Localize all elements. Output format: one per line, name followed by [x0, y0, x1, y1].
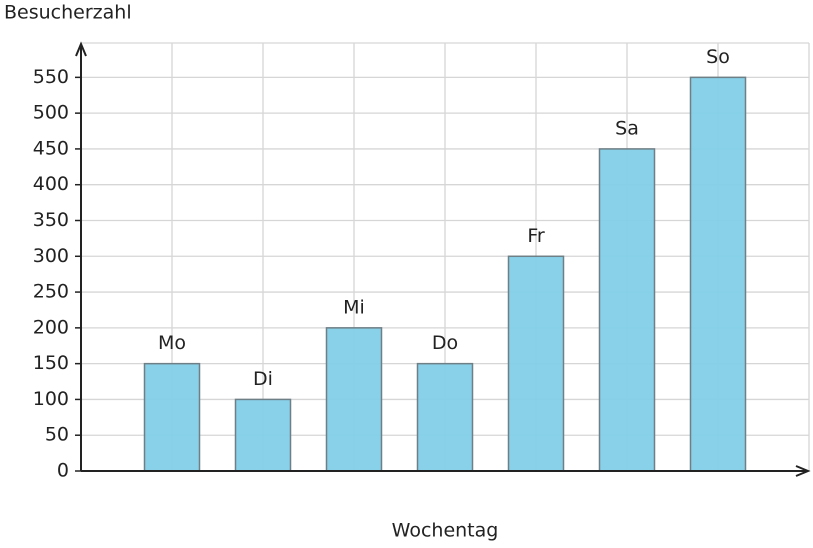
bar-category-label: Mo	[158, 332, 186, 354]
y-tick-label: 450	[33, 137, 69, 159]
bar	[234, 398, 292, 472]
y-tick-label: 400	[33, 173, 69, 195]
bar	[689, 76, 747, 472]
y-tick-label: 100	[33, 388, 69, 410]
y-axis-arrow	[75, 41, 87, 57]
y-tick-label: 200	[33, 316, 69, 338]
y-tick-label: 300	[33, 245, 69, 267]
bar-category-label: Do	[432, 332, 458, 354]
y-tick-label: 50	[45, 424, 69, 446]
y-tick-label: 0	[57, 460, 69, 482]
y-tick-label: 350	[33, 209, 69, 231]
y-tick-label: 250	[33, 281, 69, 303]
x-axis-label: Wochentag	[392, 520, 499, 542]
bar	[143, 362, 201, 472]
bar-category-label: So	[706, 46, 730, 68]
x-axis-arrow	[795, 465, 811, 477]
y-tick-label: 150	[33, 352, 69, 374]
y-axis-label: Besucherzahl	[4, 2, 132, 24]
bar-category-label: Sa	[615, 117, 639, 139]
bar-category-label: Mi	[343, 296, 365, 318]
bar	[598, 148, 656, 472]
y-tick-label: 550	[33, 66, 69, 88]
bar	[325, 327, 383, 472]
bar	[507, 255, 565, 472]
bar-category-label: Fr	[527, 225, 545, 247]
y-tick-label: 500	[33, 102, 69, 124]
bar	[416, 362, 474, 472]
bar-category-label: Di	[253, 368, 273, 390]
